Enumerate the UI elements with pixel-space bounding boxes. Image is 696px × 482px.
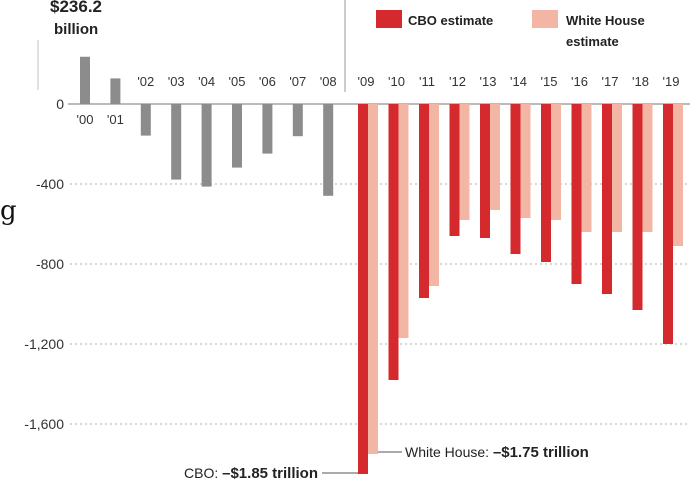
bar-actual (323, 104, 334, 196)
legend-label-cbo: CBO estimate (408, 13, 493, 28)
x-tick-label: '06 (259, 74, 276, 89)
bar-cbo-estimate (602, 104, 612, 294)
x-tick-label: '00 (77, 112, 94, 127)
bar-cbo-estimate (358, 104, 368, 474)
bar-white-house-estimate (490, 104, 500, 210)
bar-cbo-estimate (419, 104, 429, 298)
legend-label-white-house: White House (566, 13, 645, 28)
bar-actual (110, 78, 121, 104)
top-value-annotation: $236.2 (50, 0, 102, 16)
x-tick-label: '13 (480, 74, 497, 89)
bar-actual (80, 56, 90, 104)
x-tick-label: '07 (289, 74, 306, 89)
legend-swatch-cbo (376, 10, 402, 28)
y-tick-label: -1,600 (24, 416, 64, 432)
bar-actual (262, 104, 273, 154)
legend-swatch-white-house (532, 10, 558, 28)
bar-white-house-estimate (642, 104, 653, 232)
x-tick-label: '09 (358, 74, 375, 89)
x-tick-label: '02 (137, 74, 154, 89)
stray-glyph: g (0, 196, 17, 226)
y-tick-label: -400 (36, 176, 64, 192)
x-tick-label: '11 (419, 74, 435, 89)
top-unit-annotation: billion (54, 21, 98, 38)
bar-white-house-estimate (429, 104, 439, 286)
bar-actual (171, 104, 182, 180)
bar-cbo-estimate (541, 104, 551, 262)
x-tick-label: '15 (541, 74, 558, 89)
legend-label-white-house-line2: estimate (566, 34, 619, 49)
legend: CBO estimate White House estimate (376, 10, 645, 49)
bar-cbo-estimate (480, 104, 490, 238)
bar-actual (292, 104, 303, 137)
cbo-callout-label: CBO: –$1.85 trillion (184, 465, 318, 482)
x-tick-label: '03 (168, 74, 185, 89)
bar-white-house-estimate (459, 104, 470, 220)
axis-labels: 0 -400 -800 -1,200 -1,600 '00 '01 '02 '03 '04 '05 '… (24, 74, 679, 432)
bars (80, 56, 683, 474)
x-tick-label: '05 (229, 74, 246, 89)
bar-white-house-estimate (398, 104, 409, 338)
x-tick-label: '16 (571, 74, 588, 89)
x-tick-label: '04 (198, 74, 215, 89)
bar-white-house-estimate (520, 104, 531, 218)
x-tick-label: '10 (388, 74, 405, 89)
bar-white-house-estimate (612, 104, 622, 232)
bar-cbo-estimate (663, 104, 673, 344)
x-tick-label: '01 (107, 112, 124, 127)
bar-white-house-estimate (551, 104, 561, 220)
x-tick-label: '18 (632, 74, 649, 89)
bar-white-house-estimate (581, 104, 592, 232)
bar-cbo-estimate (388, 104, 399, 380)
x-tick-label: '19 (663, 74, 680, 89)
y-tick-label: 0 (56, 96, 64, 112)
y-tick-label: -800 (36, 256, 64, 272)
y-tick-label: -1,200 (24, 336, 64, 352)
bar-cbo-estimate (510, 104, 521, 254)
bar-cbo-estimate (571, 104, 582, 284)
bar-white-house-estimate (673, 104, 683, 246)
x-tick-label: '08 (320, 74, 337, 89)
bar-white-house-estimate (368, 104, 378, 454)
annotations: $236.2 billion White House: –$1.75 trillio… (50, 0, 589, 482)
x-tick-label: '14 (510, 74, 527, 89)
bar-cbo-estimate (449, 104, 460, 236)
bar-cbo-estimate (632, 104, 643, 310)
wh-callout-label: White House: –$1.75 trillion (405, 444, 589, 461)
bar-actual (140, 104, 151, 136)
bar-actual (232, 104, 242, 168)
bar-actual (201, 104, 212, 187)
x-tick-label: '17 (602, 74, 619, 89)
x-tick-label: '12 (449, 74, 466, 89)
